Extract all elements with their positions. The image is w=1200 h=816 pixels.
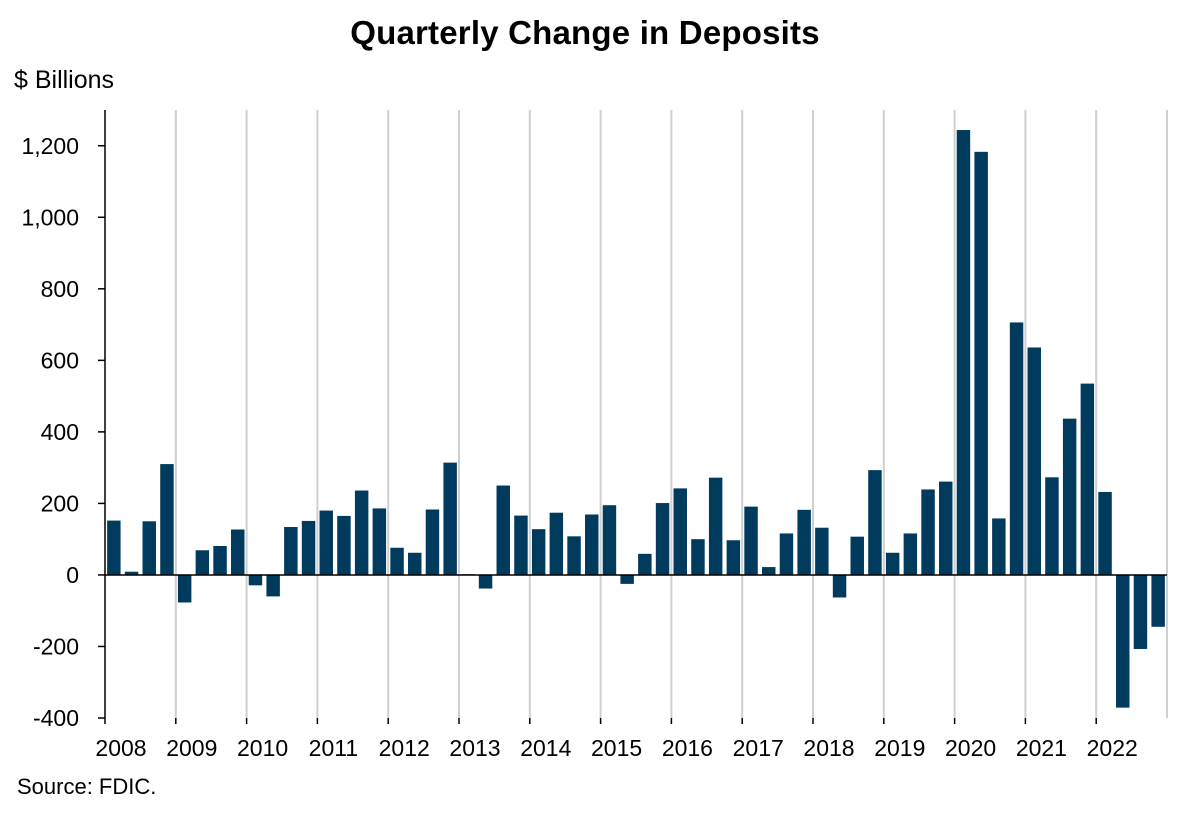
- y-tick-label: 200: [41, 490, 79, 516]
- bar-2018Q4: [868, 470, 882, 575]
- bar-2022Q2: [1116, 574, 1130, 708]
- bar-2021Q1: [1027, 347, 1041, 575]
- bar-2013Q3: [496, 485, 510, 575]
- x-tick-label: 2016: [662, 735, 713, 761]
- bar-2008Q4: [160, 464, 174, 575]
- bar-2012Q2: [408, 552, 422, 575]
- x-tick-label: 2010: [237, 735, 288, 761]
- x-tick-label: 2019: [874, 735, 925, 761]
- bar-2022Q4: [1151, 574, 1165, 627]
- bar-2009Q3: [213, 545, 227, 575]
- bar-2021Q2: [1045, 477, 1059, 575]
- bar-2009Q1: [177, 574, 192, 603]
- x-tick-label: 2021: [1016, 735, 1067, 761]
- y-tick-label: 1,200: [21, 133, 79, 159]
- bar-2011Q2: [337, 515, 351, 575]
- bar-2020Q4: [1009, 322, 1024, 575]
- x-tick-label: 2013: [449, 735, 500, 761]
- bar-2009Q2: [195, 550, 210, 575]
- bar-2014Q4: [585, 514, 599, 575]
- bar-2016Q1: [673, 488, 687, 575]
- bar-2019Q3: [921, 489, 935, 575]
- bar-2017Q1: [744, 506, 758, 575]
- bar-2014Q2: [549, 512, 564, 575]
- bar-2012Q4: [443, 462, 457, 575]
- x-tick-label: 2008: [95, 735, 146, 761]
- bar-2013Q2: [478, 574, 493, 589]
- source-note: Source: FDIC.: [17, 774, 157, 799]
- bar-2021Q4: [1080, 383, 1095, 575]
- bar-2021Q3: [1062, 418, 1077, 575]
- bar-2022Q3: [1133, 574, 1148, 649]
- bar-2015Q1: [602, 505, 617, 575]
- bar-2015Q4: [655, 503, 670, 575]
- bar-2014Q1: [531, 529, 546, 575]
- bar-2010Q4: [301, 520, 316, 575]
- y-tick-label: 0: [66, 562, 79, 588]
- bar-2017Q4: [797, 509, 811, 575]
- bar-2010Q2: [266, 574, 280, 597]
- y-tick-label: 800: [41, 276, 79, 302]
- y-tick-label: 1,000: [21, 204, 79, 230]
- y-tick-label: 600: [41, 347, 79, 373]
- x-tick-label: 2018: [803, 735, 854, 761]
- bar-2010Q3: [284, 527, 298, 575]
- x-tick-label: 2022: [1087, 735, 1138, 761]
- bar-2011Q3: [354, 490, 369, 575]
- bar-2008Q3: [142, 521, 156, 575]
- bar-2015Q2: [620, 574, 634, 584]
- x-tick-label: 2015: [591, 735, 642, 761]
- x-tick-label: 2014: [520, 735, 571, 761]
- bar-2017Q2: [762, 567, 776, 575]
- chart-title: Quarterly Change in Deposits: [350, 14, 820, 51]
- bar-2019Q4: [939, 481, 953, 575]
- bar-2011Q1: [319, 510, 333, 575]
- bar-2016Q2: [691, 539, 705, 575]
- bar-2017Q3: [779, 533, 794, 575]
- bar-2018Q2: [832, 574, 847, 598]
- bar-2008Q1: [107, 520, 121, 575]
- bar-2014Q3: [567, 536, 581, 575]
- x-tick-label: 2017: [733, 735, 784, 761]
- bar-2008Q2: [124, 571, 139, 575]
- y-tick-label: -400: [33, 705, 79, 731]
- bar-2019Q2: [903, 533, 918, 575]
- bar-2020Q2: [974, 151, 988, 575]
- bar-2011Q4: [372, 508, 387, 575]
- bar-2016Q4: [726, 540, 741, 575]
- x-tick-label: 2011: [309, 735, 358, 761]
- bar-2018Q1: [815, 527, 829, 575]
- bar-2016Q3: [708, 477, 723, 575]
- bar-2012Q1: [390, 547, 404, 575]
- bar-2015Q3: [638, 553, 652, 575]
- bar-2019Q1: [885, 552, 900, 575]
- bar-2013Q4: [514, 515, 528, 575]
- y-axis-label: $ Billions: [14, 66, 115, 94]
- y-tick-label: -200: [33, 633, 79, 659]
- bar-2010Q1: [248, 574, 263, 586]
- bar-2022Q1: [1098, 491, 1112, 575]
- x-tick-label: 2020: [945, 735, 996, 761]
- x-tick-label: 2009: [166, 735, 217, 761]
- bar-2009Q4: [231, 529, 245, 575]
- bar-2020Q3: [992, 518, 1006, 575]
- bar-2020Q1: [956, 130, 971, 575]
- bar-2018Q3: [850, 536, 864, 575]
- bar-2012Q3: [425, 509, 440, 575]
- y-tick-label: 400: [41, 419, 79, 445]
- x-tick-label: 2012: [379, 735, 430, 761]
